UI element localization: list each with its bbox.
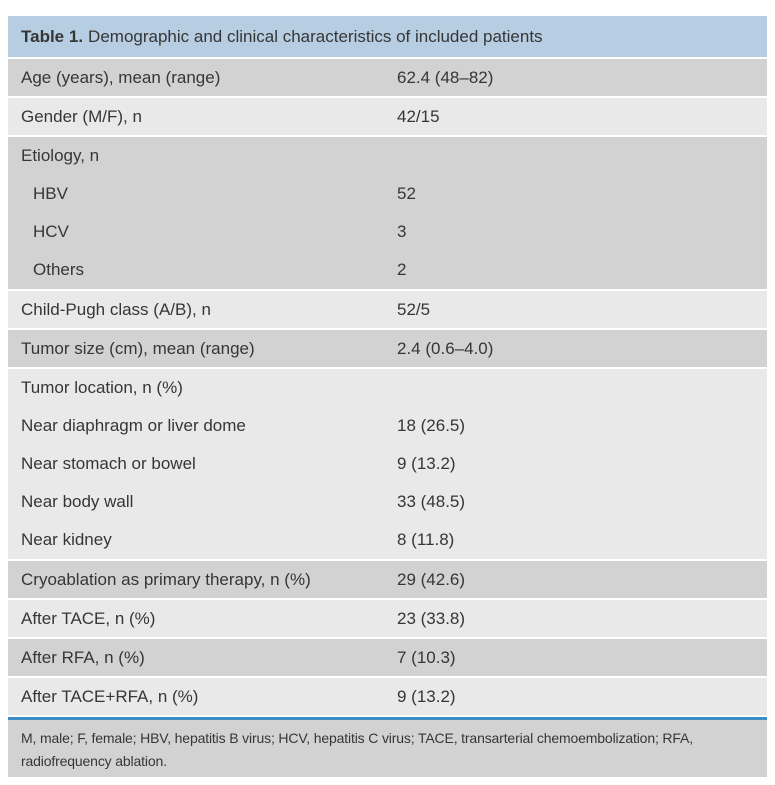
table-row: Child-Pugh class (A/B), n 52/5 xyxy=(8,291,767,328)
table-row: HCV 3 xyxy=(8,213,767,251)
table-title: Demographic and clinical characteristics… xyxy=(88,26,543,46)
table-row: Tumor location, n (%) xyxy=(8,369,767,407)
row-label: HCV xyxy=(33,222,69,241)
row-label: Etiology, n xyxy=(21,146,100,165)
table-row: Age (years), mean (range) 62.4 (48–82) xyxy=(8,59,767,96)
row-label: Near stomach or bowel xyxy=(21,454,196,473)
table-row: HBV 52 xyxy=(8,175,767,213)
row-value: 2 xyxy=(397,260,407,279)
table-row: Others 2 xyxy=(8,251,767,289)
row-label: After TACE, n (%) xyxy=(21,608,156,628)
footnote-line: radiofrequency ablation. xyxy=(21,753,167,769)
row-value: 7 (10.3) xyxy=(397,647,456,667)
row-label: After TACE+RFA, n (%) xyxy=(21,686,199,706)
table-footnote: M, male; F, female; HBV, hepatitis B vir… xyxy=(8,720,767,777)
table-row: Near body wall 33 (48.5) xyxy=(8,483,767,521)
row-value: 52 xyxy=(397,184,416,203)
row-value: 2.4 (0.6–4.0) xyxy=(397,338,494,358)
table-row: Near stomach or bowel 9 (13.2) xyxy=(8,445,767,483)
table-row: Near kidney 8 (11.8) xyxy=(8,521,767,559)
table-row: Near diaphragm or liver dome 18 (26.5) xyxy=(8,407,767,445)
row-value: 18 (26.5) xyxy=(397,416,466,435)
table-body: Age (years), mean (range) 62.4 (48–82) Gen… xyxy=(8,59,767,715)
row-value: 8 (11.8) xyxy=(397,530,455,549)
footnote-divider xyxy=(8,717,767,720)
row-value: 9 (13.2) xyxy=(397,686,456,706)
row-label: Near body wall xyxy=(21,492,134,511)
row-label: Cryoablation as primary therapy, n (%) xyxy=(21,569,311,589)
row-label: Child-Pugh class (A/B), n xyxy=(21,299,211,319)
row-value: 52/5 xyxy=(397,299,431,319)
table-row: After RFA, n (%) 7 (10.3) xyxy=(8,639,767,676)
table-row: Tumor size (cm), mean (range) 2.4 (0.6–4.… xyxy=(8,330,767,367)
row-value: 42/15 xyxy=(397,106,440,126)
row-label: Near kidney xyxy=(21,530,112,549)
table-row: Gender (M/F), n 42/15 xyxy=(8,98,767,135)
row-label: After RFA, n (%) xyxy=(21,647,145,667)
table-row: Etiology, n xyxy=(8,137,767,175)
table-row: After TACE, n (%) 23 (33.8) xyxy=(8,600,767,637)
row-label: Gender (M/F), n xyxy=(21,106,142,126)
row-value: 3 xyxy=(397,222,407,241)
row-label: Tumor size (cm), mean (range) xyxy=(21,338,255,358)
row-label: Others xyxy=(33,260,85,279)
row-label: Near diaphragm or liver dome xyxy=(21,416,246,435)
row-value: 62.4 (48–82) xyxy=(397,67,494,87)
row-value: 33 (48.5) xyxy=(397,492,466,511)
table-caption: Table 1. Demographic and clinical charac… xyxy=(8,16,767,57)
row-value: 9 (13.2) xyxy=(397,454,456,473)
table-row-group: Etiology, n HBV 52 HCV 3 Others 2 xyxy=(8,137,767,289)
row-label: Tumor location, n (%) xyxy=(21,378,183,397)
table-row: Cryoablation as primary therapy, n (%) 29… xyxy=(8,561,767,598)
row-value: 29 (42.6) xyxy=(397,569,466,589)
demographics-table: Table 1. Demographic and clinical charac… xyxy=(8,16,767,777)
table-number-label: Table 1. xyxy=(21,26,84,46)
row-label: Age (years), mean (range) xyxy=(21,67,221,87)
row-value: 23 (33.8) xyxy=(397,608,466,628)
row-label: HBV xyxy=(33,184,68,203)
table-row-group: Tumor location, n (%) Near diaphragm or l… xyxy=(8,369,767,559)
table-row: After TACE+RFA, n (%) 9 (13.2) xyxy=(8,678,767,715)
footnote-line: M, male; F, female; HBV, hepatitis B vir… xyxy=(21,730,693,746)
